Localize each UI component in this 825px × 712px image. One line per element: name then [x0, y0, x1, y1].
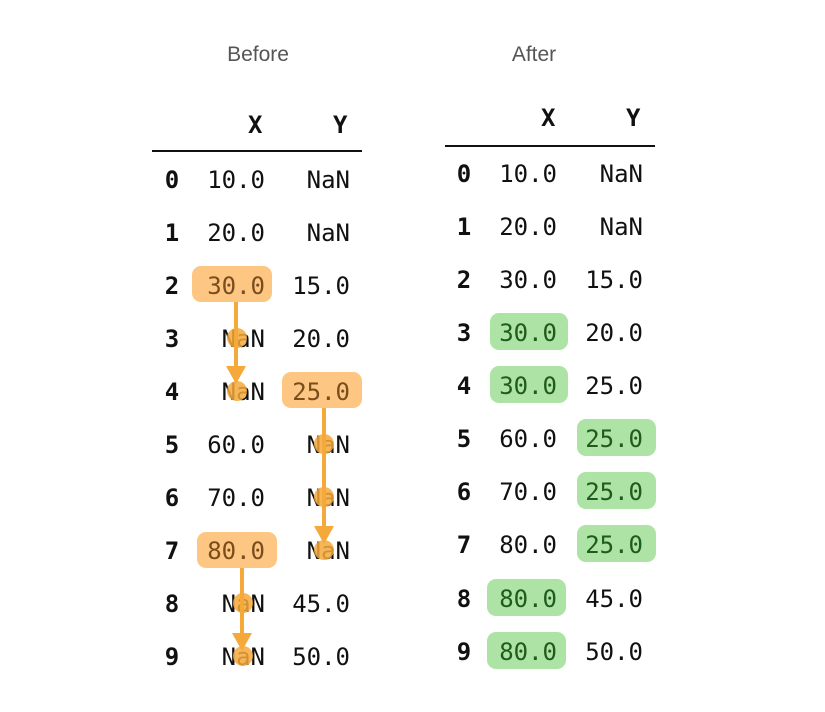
after-highlight-x-row3 — [490, 313, 568, 350]
after-cell-x: 10.0 — [499, 160, 557, 188]
before-index: 0 — [164, 166, 180, 194]
arrow-head-down-icon — [314, 526, 334, 544]
after-cell-y: NaN — [599, 213, 643, 241]
after-index: 2 — [456, 266, 472, 294]
after-highlight-x-row9 — [487, 632, 566, 669]
before-index: 9 — [164, 643, 180, 671]
before-index: 5 — [164, 431, 180, 459]
after-cell-x: 80.0 — [499, 638, 557, 666]
after-index: 6 — [456, 478, 472, 506]
after-index: 8 — [456, 585, 472, 613]
after-cell-x: 30.0 — [499, 372, 557, 400]
after-highlight-y-row5 — [577, 419, 656, 456]
after-cell-x: 30.0 — [499, 319, 557, 347]
after-cell-x: 80.0 — [499, 531, 557, 559]
before-index: 8 — [164, 590, 180, 618]
after-highlight-x-row4 — [490, 366, 568, 403]
before-cell-y: NaN — [306, 166, 350, 194]
before-index: 4 — [164, 378, 180, 406]
before-highlight-x-row7 — [197, 532, 277, 568]
after-index: 1 — [456, 213, 472, 241]
after-highlight-y-row6 — [577, 472, 656, 509]
after-cell-y: 25.0 — [585, 478, 643, 506]
after-highlight-x-row8 — [487, 579, 566, 616]
before-index: 1 — [164, 219, 180, 247]
after-cell-x: 80.0 — [499, 585, 557, 613]
before-index: 2 — [164, 272, 180, 300]
before-cell-y: 25.0 — [292, 378, 350, 406]
before-cell-y: 50.0 — [292, 643, 350, 671]
arrow-dot — [314, 540, 334, 560]
before-cell-x: 10.0 — [207, 166, 265, 194]
before-header-rule — [152, 150, 362, 152]
before-header-x: X — [248, 111, 263, 139]
before-index: 7 — [164, 537, 180, 565]
before-cell-x: 30.0 — [207, 272, 265, 300]
before-cell-y: 15.0 — [292, 272, 350, 300]
arrow-dot — [233, 646, 253, 666]
after-header-rule — [445, 145, 655, 147]
before-cell-x: 70.0 — [207, 484, 265, 512]
arrow-head-down-icon — [226, 366, 246, 384]
arrow-head-down-icon — [232, 633, 252, 651]
after-index: 0 — [456, 160, 472, 188]
after-cell-y: NaN — [599, 160, 643, 188]
after-cell-x: 70.0 — [499, 478, 557, 506]
after-cell-x: 30.0 — [499, 266, 557, 294]
arrow-dot — [227, 381, 247, 401]
after-cell-x: 20.0 — [499, 213, 557, 241]
before-cell-x: 60.0 — [207, 431, 265, 459]
before-index: 3 — [164, 325, 180, 353]
after-cell-x: 60.0 — [499, 425, 557, 453]
before-title: Before — [227, 43, 289, 66]
after-index: 5 — [456, 425, 472, 453]
before-cell-x: 20.0 — [207, 219, 265, 247]
after-index: 9 — [456, 638, 472, 666]
before-cell-y: 45.0 — [292, 590, 350, 618]
after-index: 3 — [456, 319, 472, 347]
before-cell-y: 20.0 — [292, 325, 350, 353]
after-cell-y: 50.0 — [585, 638, 643, 666]
after-index: 4 — [456, 372, 472, 400]
before-index: 6 — [164, 484, 180, 512]
after-cell-y: 25.0 — [585, 372, 643, 400]
before-highlight-x-row2 — [192, 266, 272, 302]
after-index: 7 — [456, 531, 472, 559]
after-cell-y: 20.0 — [585, 319, 643, 347]
after-header-y: Y — [626, 104, 641, 132]
after-cell-y: 45.0 — [585, 585, 643, 613]
after-title: After — [511, 43, 557, 66]
before-highlight-y-row4 — [282, 372, 362, 408]
before-cell-x: 80.0 — [207, 537, 265, 565]
after-cell-y: 15.0 — [585, 266, 643, 294]
before-header-y: Y — [333, 111, 348, 139]
after-cell-y: 25.0 — [585, 425, 643, 453]
after-cell-y: 25.0 — [585, 531, 643, 559]
after-header-x: X — [541, 104, 556, 132]
after-highlight-y-row7 — [577, 525, 656, 562]
before-cell-y: NaN — [306, 219, 350, 247]
